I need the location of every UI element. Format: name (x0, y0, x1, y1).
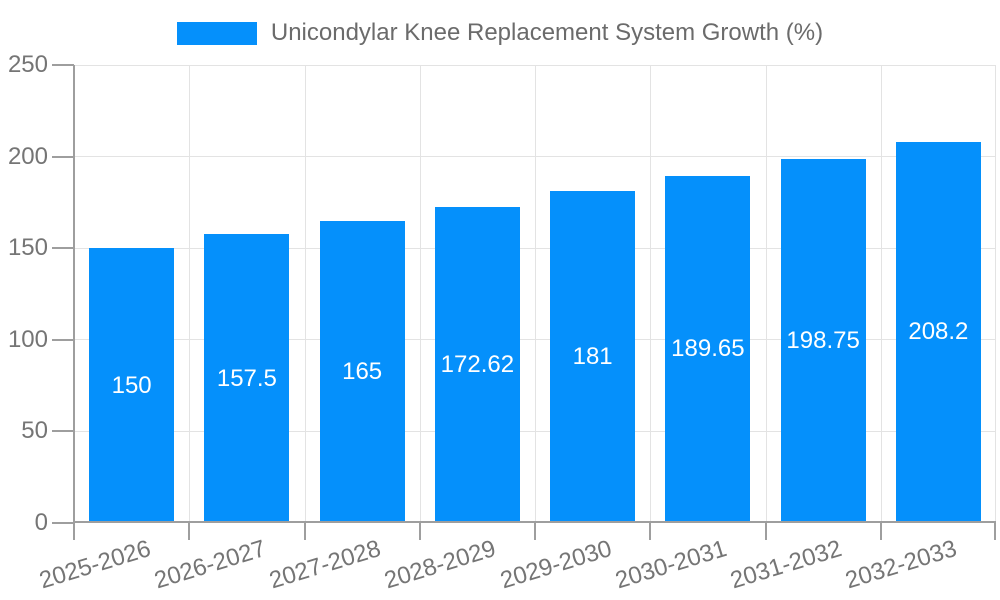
gridline-vertical (419, 65, 421, 523)
gridline-vertical (995, 65, 996, 523)
bar-2027-2028[interactable]: 165 (319, 220, 405, 523)
y-axis-tick (52, 338, 74, 341)
y-axis-line (73, 65, 75, 523)
y-axis-tick-label: 200 (7, 142, 48, 170)
gridline-vertical (189, 65, 191, 523)
y-axis-tick-label: 50 (21, 417, 48, 445)
y-axis-tick-label: 0 (34, 509, 48, 536)
plot-area: 0 50 100 150 200 250 150 2025-2026 157.5 2026-202… (8, 51, 996, 594)
gridline-vertical (535, 65, 536, 523)
legend-label[interactable]: Unicondylar Knee Replacement System Grow… (270, 19, 824, 46)
bar-2030-2031[interactable]: 189.65 (665, 175, 751, 523)
y-axis-tick (52, 522, 74, 524)
x-axis-tick (73, 523, 75, 540)
bar-value-label: 208.2 (908, 318, 969, 346)
bar-value-label: 157.5 (216, 364, 277, 392)
bar-value-label: 150 (111, 371, 152, 399)
y-axis-tick-label: 100 (7, 325, 48, 353)
x-axis-tick (764, 523, 767, 540)
x-axis-tick (303, 523, 306, 540)
y-axis-tick (52, 64, 74, 66)
y-axis-tick-label: 250 (7, 51, 48, 78)
x-axis-tick (418, 523, 421, 540)
gridline-vertical (304, 65, 306, 523)
gridline-vertical (880, 65, 882, 523)
y-axis-tick (52, 247, 74, 250)
x-axis-tick (188, 523, 191, 540)
y-axis-tick (52, 155, 74, 158)
bar-2031-2032[interactable]: 198.75 (780, 158, 866, 523)
gridline-vertical (650, 65, 652, 523)
bar-value-label: 198.75 (786, 326, 860, 354)
x-axis-tick (534, 523, 536, 540)
bar-2029-2030[interactable]: 181 (550, 191, 636, 523)
bar-2032-2033[interactable]: 208.2 (895, 141, 981, 523)
legend-swatch[interactable] (176, 21, 257, 45)
bar-value-label: 172.62 (440, 350, 515, 378)
legend: Unicondylar Knee Replacement System Grow… (0, 19, 1000, 47)
bar-2028-2029[interactable]: 172.62 (434, 206, 520, 523)
bar-2025-2026[interactable]: 150 (89, 248, 175, 523)
bar-value-label: 181 (572, 343, 613, 371)
bar-value-label: 165 (342, 357, 383, 385)
y-axis-tick-label: 150 (7, 234, 48, 262)
x-axis-tick (879, 523, 882, 540)
bar-2026-2027[interactable]: 157.5 (204, 234, 290, 523)
y-axis-tick (52, 430, 74, 433)
x-axis-tick (994, 523, 996, 540)
gridline-vertical (765, 65, 767, 523)
x-axis-line (74, 521, 996, 523)
bar-value-label: 189.65 (671, 335, 745, 363)
x-axis-tick (649, 523, 652, 540)
